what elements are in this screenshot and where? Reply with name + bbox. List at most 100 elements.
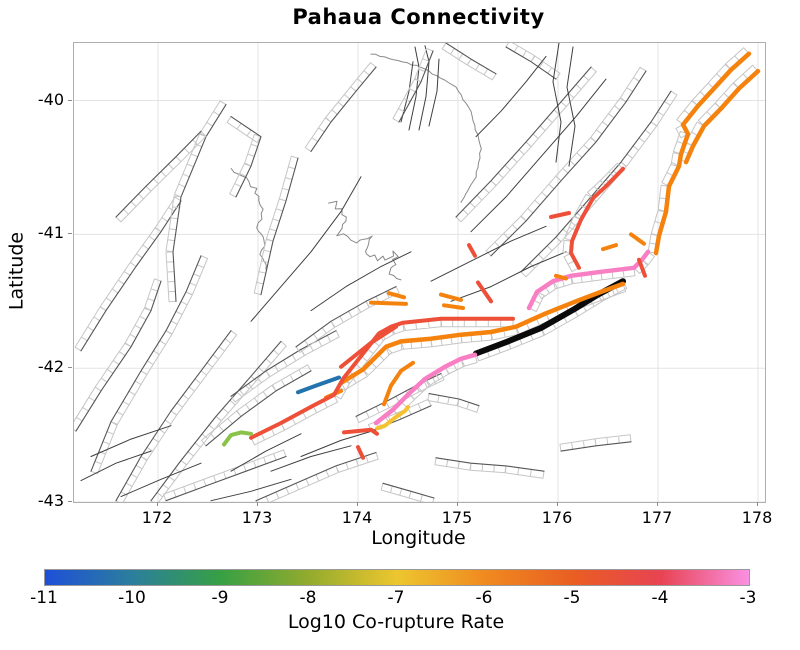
rupture-orange-coastal-b xyxy=(683,68,761,165)
x-tick-label: 175 xyxy=(441,508,473,527)
fault-trace xyxy=(310,66,377,152)
fault-trace xyxy=(260,157,299,296)
rupture-green-segment xyxy=(222,430,253,447)
colorbar-tick-label: -4 xyxy=(651,588,669,608)
fault-mesh xyxy=(74,196,182,352)
rupture-orange-dash-d xyxy=(442,303,465,310)
fault-trace xyxy=(230,330,337,397)
y-tick-mark xyxy=(68,501,72,502)
coastline-west-coast xyxy=(370,53,482,203)
fault-mesh xyxy=(115,330,238,502)
colorbar-tick-label: -10 xyxy=(118,588,146,608)
fault-trace xyxy=(250,176,362,322)
fault-trace xyxy=(428,393,480,407)
x-tick-label: 173 xyxy=(241,508,273,527)
fault-trace xyxy=(490,70,647,257)
fault-trace xyxy=(230,116,262,198)
colorbar-label: Log10 Co-rupture Rate xyxy=(287,611,505,633)
fault-trace xyxy=(90,255,202,472)
fault-mesh xyxy=(74,278,162,432)
fault-trace xyxy=(445,43,497,75)
x-tick-mark xyxy=(757,502,758,506)
fault-trace xyxy=(435,457,545,472)
fault-trace xyxy=(428,58,440,127)
colorbar-tick-label: -3 xyxy=(739,588,757,608)
y-tick-label: -42 xyxy=(37,357,64,377)
map-plot-area[interactable] xyxy=(73,42,766,503)
fault-mesh xyxy=(380,482,435,502)
y-tick-label: -43 xyxy=(37,491,64,510)
fault-mesh xyxy=(647,47,750,254)
colorbar-tick-label: -11 xyxy=(30,588,58,608)
fault-mesh xyxy=(392,48,434,123)
fault-mesh xyxy=(253,155,299,296)
rupture-red-dash-e xyxy=(476,280,493,304)
fault-trace xyxy=(685,70,759,163)
rupture-red-dash-c xyxy=(356,445,365,460)
rupture-orange-dash-c xyxy=(439,292,463,302)
fault-mesh xyxy=(455,66,597,223)
fault-trace xyxy=(172,104,227,302)
rupture-red-dash-b xyxy=(637,257,647,278)
colorbar-tick-label: -8 xyxy=(299,588,317,608)
rupture-yellow-segment xyxy=(375,405,410,431)
fault-trace xyxy=(505,46,557,80)
rupture-red-branch xyxy=(339,324,398,369)
fault-trace xyxy=(295,286,397,348)
fault-mesh xyxy=(304,62,377,152)
fault-mesh xyxy=(295,286,400,353)
fault-trace xyxy=(165,455,287,502)
rupture-orange-central xyxy=(338,281,626,386)
fault-mesh xyxy=(226,116,262,198)
fault-mesh xyxy=(165,100,227,303)
fault-mesh xyxy=(230,330,340,403)
fault-trace xyxy=(398,50,434,123)
fault-trace xyxy=(310,251,412,312)
fault-trace xyxy=(475,55,547,138)
fault-trace xyxy=(230,433,302,472)
y-tick-mark xyxy=(68,233,72,235)
fault-trace xyxy=(90,425,172,457)
fault-mesh xyxy=(150,340,287,502)
rupture-orange-dash-f xyxy=(629,232,646,246)
fault-trace xyxy=(430,225,547,282)
rupture-orange-dash-e xyxy=(601,243,618,252)
fault-mesh xyxy=(201,364,312,447)
rupture-red-north xyxy=(569,166,625,270)
fault-trace xyxy=(300,427,382,457)
fault-trace xyxy=(470,78,607,233)
fault-trace xyxy=(115,330,232,502)
rupture-orange-dash-b xyxy=(369,300,408,306)
fault-trace xyxy=(455,66,592,218)
fault-mesh xyxy=(559,434,632,452)
fault-mesh xyxy=(434,457,545,479)
x-tick-label: 178 xyxy=(741,508,773,527)
fault-trace xyxy=(382,482,435,499)
rupture-orange-curve xyxy=(382,360,415,407)
fault-trace xyxy=(355,372,442,417)
fault-trace xyxy=(120,462,202,498)
fault-mesh xyxy=(562,162,624,273)
coastline-tasman-coast xyxy=(230,168,267,270)
fault-trace xyxy=(418,45,430,131)
fault-mesh xyxy=(163,449,287,502)
x-tick-label: 174 xyxy=(341,508,373,527)
x-tick-label: 172 xyxy=(141,508,173,527)
fault-mesh xyxy=(90,255,208,475)
x-axis-label: Longitude xyxy=(371,527,466,549)
fault-trace xyxy=(115,130,202,218)
fault-trace xyxy=(80,200,182,352)
fault-trace xyxy=(205,370,312,447)
fault-trace xyxy=(520,90,672,273)
x-tick-label: 177 xyxy=(641,508,673,527)
fault-mesh xyxy=(528,251,655,312)
fault-mesh xyxy=(505,43,561,80)
y-axis-label: Latitude xyxy=(5,231,28,311)
fault-mesh xyxy=(255,452,379,502)
x-tick-mark xyxy=(557,502,558,506)
chart-title: Pahaua Connectivity xyxy=(292,5,545,29)
fault-mesh xyxy=(375,354,478,430)
fault-trace xyxy=(408,46,420,131)
fault-map-canvas xyxy=(74,43,765,502)
